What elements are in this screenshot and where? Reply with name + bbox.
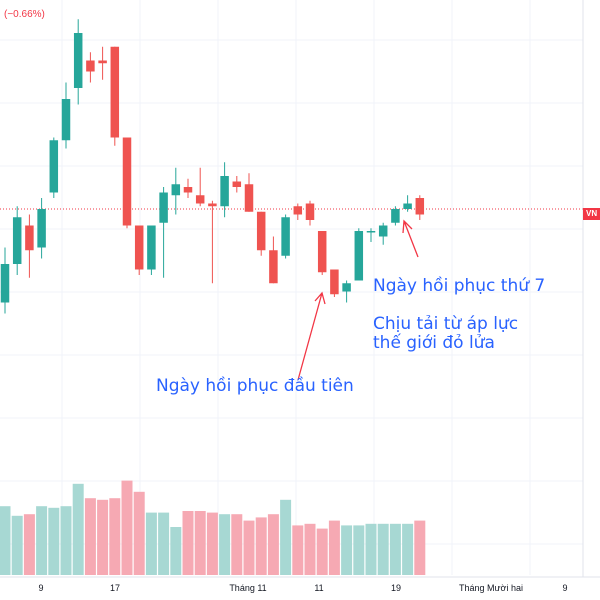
candle-body [147, 225, 156, 270]
volume-bar [377, 523, 389, 575]
candle-body [0, 264, 10, 303]
x-tick-label: 17 [109, 583, 121, 593]
candle-body [61, 99, 71, 141]
x-tick-label: 9 [38, 583, 44, 593]
annotation-world-pressure-line1: Chịu tải từ áp lực [373, 314, 519, 334]
candle-body [281, 217, 290, 256]
volume-bar [414, 520, 426, 575]
volume-bar [109, 498, 121, 575]
candle-body [256, 211, 266, 251]
candle-body [293, 206, 303, 215]
candle-body [25, 225, 34, 251]
volume-bar [243, 520, 255, 575]
candle-body [244, 184, 254, 212]
x-tick-label: 11 [314, 583, 324, 593]
volume-bar [280, 499, 292, 575]
candle-body [159, 192, 168, 223]
volume-bar [402, 523, 414, 575]
volume-bar [304, 523, 316, 575]
candle-body [134, 225, 144, 270]
volume-bar [145, 512, 157, 575]
volume-bar [389, 523, 401, 575]
price-change-percent: (−0.66%) [4, 9, 45, 20]
volume-bar [170, 527, 182, 575]
arrow-seventh-recovery [402, 219, 419, 258]
volume-bar [219, 514, 231, 575]
candle-body [342, 283, 351, 292]
volume-bar [353, 525, 365, 575]
volume-bar [158, 512, 170, 575]
volume-bar [97, 499, 109, 575]
candle-body [317, 231, 327, 273]
candle-body [415, 198, 425, 215]
x-tick-label: 9 [562, 583, 568, 593]
volume-bar [316, 528, 328, 575]
volume-bar [23, 514, 35, 575]
candle-body [378, 225, 388, 237]
x-tick-label: Tháng Mười hai [459, 583, 523, 593]
candle-body [232, 181, 242, 187]
arrow-first-recovery [297, 291, 326, 381]
x-tick-label: 19 [390, 583, 402, 593]
volume-bar [60, 506, 72, 575]
candle-body [183, 187, 193, 193]
candle-body [220, 176, 229, 207]
volume-bar [0, 506, 11, 575]
annotation-world-pressure-line2: thế giới đỏ lửa [373, 333, 495, 353]
volume-bar [267, 514, 279, 575]
candle-body [73, 33, 83, 88]
volume-bar [231, 514, 243, 575]
candle-body [403, 203, 412, 209]
volume-bar [255, 517, 267, 575]
candle-body [171, 184, 181, 196]
candle-body [208, 203, 217, 207]
volume-bar [72, 483, 84, 575]
candle-body [195, 195, 205, 204]
volume-bar [48, 507, 60, 575]
volume-bar [121, 480, 133, 575]
volume-bar [328, 520, 340, 575]
last-price-tag: VN [583, 208, 600, 220]
volume-bar [84, 498, 96, 575]
candle-body [366, 231, 376, 233]
candle-body [305, 203, 315, 220]
volume-bar [365, 523, 377, 575]
candle-body [12, 217, 22, 264]
volume-bar [341, 525, 353, 575]
candle-body [49, 140, 59, 193]
volume-bar [292, 525, 304, 575]
candle-body [391, 209, 400, 223]
volume-bar [36, 506, 48, 575]
volume-bar [194, 511, 206, 575]
candle-body [330, 269, 339, 295]
volume-bar [11, 515, 23, 575]
annotation-seventh-recovery: Ngày hồi phục thứ 7 [373, 276, 546, 296]
x-tick-label: Tháng 11 [229, 583, 267, 593]
candle-body [86, 60, 95, 72]
volume-bar [206, 512, 218, 575]
volume-bar [133, 491, 145, 575]
candle-body [354, 231, 364, 281]
candle-body [98, 60, 107, 64]
candle-body [37, 209, 46, 248]
candle-body [269, 250, 278, 284]
annotation-first-recovery: Ngày hồi phục đầu tiên [156, 376, 354, 396]
volume-bar [182, 511, 194, 575]
candle-body [110, 46, 120, 138]
candle-body [122, 137, 132, 226]
